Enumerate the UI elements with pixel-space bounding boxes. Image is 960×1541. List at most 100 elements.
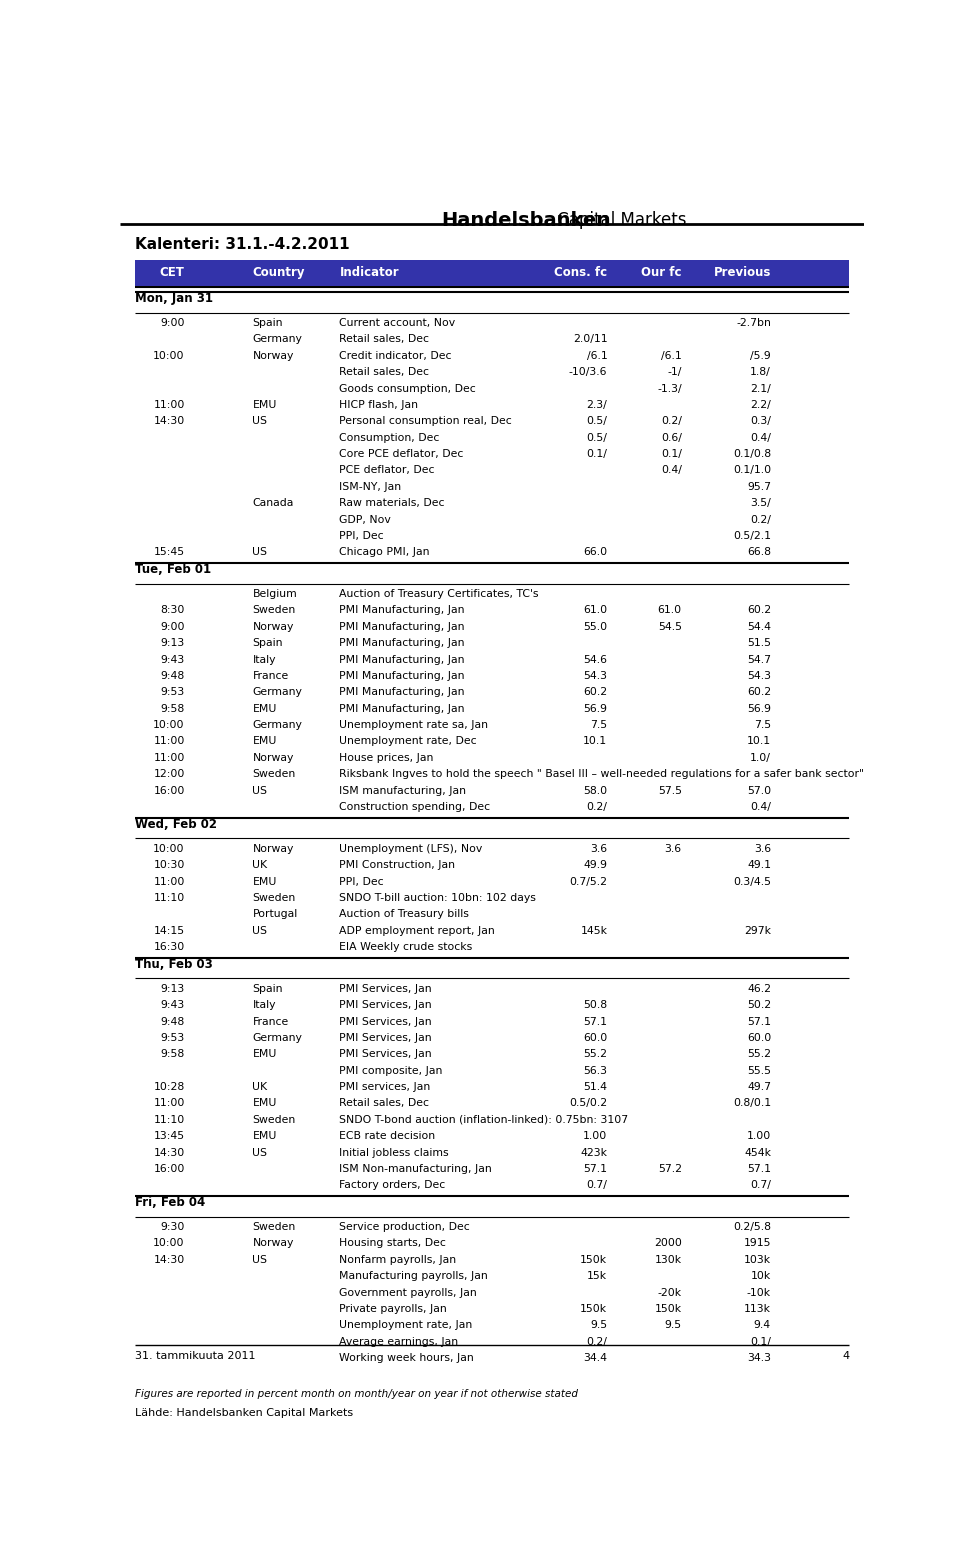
- Text: Norway: Norway: [252, 623, 294, 632]
- Text: Norway: Norway: [252, 1239, 294, 1248]
- Text: 0.1/: 0.1/: [587, 448, 608, 459]
- Text: Chicago PMI, Jan: Chicago PMI, Jan: [340, 547, 430, 558]
- Text: Core PCE deflator, Dec: Core PCE deflator, Dec: [340, 448, 464, 459]
- Text: Nonfarm payrolls, Jan: Nonfarm payrolls, Jan: [340, 1254, 457, 1265]
- Text: 10:30: 10:30: [154, 860, 184, 871]
- Text: 55.2: 55.2: [584, 1049, 608, 1059]
- Text: 2.3/: 2.3/: [587, 401, 608, 410]
- Text: Credit indicator, Dec: Credit indicator, Dec: [340, 351, 452, 361]
- Text: 56.9: 56.9: [584, 704, 608, 713]
- Text: 14:30: 14:30: [154, 1148, 184, 1157]
- Text: 9:13: 9:13: [160, 983, 184, 994]
- Text: 0.1/: 0.1/: [750, 1336, 771, 1347]
- Text: 54.5: 54.5: [658, 623, 682, 632]
- Text: 0.5/0.2: 0.5/0.2: [569, 1099, 608, 1108]
- Text: 9:00: 9:00: [160, 623, 184, 632]
- Text: Germany: Germany: [252, 1032, 302, 1043]
- Text: Italy: Italy: [252, 655, 276, 664]
- Text: Sweden: Sweden: [252, 892, 296, 903]
- Text: 54.6: 54.6: [584, 655, 608, 664]
- Text: 0.6/: 0.6/: [660, 433, 682, 442]
- Text: /5.9: /5.9: [751, 351, 771, 361]
- Text: Italy: Italy: [252, 1000, 276, 1011]
- Text: Factory orders, Dec: Factory orders, Dec: [340, 1180, 445, 1190]
- Text: 34.3: 34.3: [747, 1353, 771, 1362]
- Text: Indicator: Indicator: [340, 267, 399, 279]
- Text: 56.9: 56.9: [747, 704, 771, 713]
- Text: HICP flash, Jan: HICP flash, Jan: [340, 401, 419, 410]
- Text: Personal consumption real, Dec: Personal consumption real, Dec: [340, 416, 513, 427]
- Text: Our fc: Our fc: [641, 267, 682, 279]
- Text: 2000: 2000: [654, 1239, 682, 1248]
- Text: EMU: EMU: [252, 1131, 276, 1142]
- Text: 66.8: 66.8: [747, 547, 771, 558]
- Text: 9:48: 9:48: [160, 1017, 184, 1026]
- Text: 11:00: 11:00: [154, 754, 184, 763]
- Text: 16:00: 16:00: [154, 786, 184, 795]
- Text: 9:30: 9:30: [160, 1222, 184, 1231]
- Text: 10:00: 10:00: [154, 720, 184, 730]
- Text: 55.5: 55.5: [747, 1066, 771, 1076]
- Text: 57.1: 57.1: [747, 1163, 771, 1174]
- Text: Canada: Canada: [252, 498, 294, 509]
- Text: 9.5: 9.5: [590, 1321, 608, 1330]
- Text: 49.7: 49.7: [747, 1082, 771, 1093]
- Text: UK: UK: [252, 860, 268, 871]
- Text: 55.2: 55.2: [747, 1049, 771, 1059]
- Text: 0.1/1.0: 0.1/1.0: [732, 465, 771, 476]
- Text: Unemployment rate, Jan: Unemployment rate, Jan: [340, 1321, 472, 1330]
- Text: PMI services, Jan: PMI services, Jan: [340, 1082, 431, 1093]
- Text: 3.5/: 3.5/: [751, 498, 771, 509]
- Text: Germany: Germany: [252, 334, 302, 345]
- Text: 150k: 150k: [580, 1304, 608, 1314]
- Text: PMI Services, Jan: PMI Services, Jan: [340, 1032, 432, 1043]
- Text: 9.5: 9.5: [664, 1321, 682, 1330]
- Text: 0.3/: 0.3/: [750, 416, 771, 427]
- Text: 130k: 130k: [655, 1254, 682, 1265]
- Text: France: France: [252, 670, 289, 681]
- Text: PMI Manufacturing, Jan: PMI Manufacturing, Jan: [340, 655, 465, 664]
- Text: 423k: 423k: [580, 1148, 608, 1157]
- Text: 13:45: 13:45: [154, 1131, 184, 1142]
- Text: Norway: Norway: [252, 844, 294, 854]
- Text: 0.4/: 0.4/: [750, 801, 771, 812]
- Text: 54.7: 54.7: [747, 655, 771, 664]
- Text: Unemployment (LFS), Nov: Unemployment (LFS), Nov: [340, 844, 483, 854]
- Text: Retail sales, Dec: Retail sales, Dec: [340, 334, 429, 345]
- Text: 15k: 15k: [588, 1271, 608, 1281]
- Text: US: US: [252, 547, 268, 558]
- Text: House prices, Jan: House prices, Jan: [340, 754, 434, 763]
- Text: PMI Construction, Jan: PMI Construction, Jan: [340, 860, 455, 871]
- Text: Portugal: Portugal: [252, 909, 298, 920]
- Text: 3.6: 3.6: [590, 844, 608, 854]
- Text: 9:53: 9:53: [160, 1032, 184, 1043]
- Text: ISM manufacturing, Jan: ISM manufacturing, Jan: [340, 786, 467, 795]
- Text: Auction of Treasury bills: Auction of Treasury bills: [340, 909, 469, 920]
- Text: 9:00: 9:00: [160, 317, 184, 328]
- Text: SNDO T-bond auction (inflation-linked): 0.75bn: 3107: SNDO T-bond auction (inflation-linked): …: [340, 1114, 629, 1125]
- Text: PCE deflator, Dec: PCE deflator, Dec: [340, 465, 435, 476]
- Text: Figures are reported in percent month on month/year on year if not otherwise sta: Figures are reported in percent month on…: [134, 1390, 578, 1399]
- Text: 0.5/: 0.5/: [587, 416, 608, 427]
- Text: Auction of Treasury Certificates, TC's: Auction of Treasury Certificates, TC's: [340, 589, 539, 599]
- Text: PMI Services, Jan: PMI Services, Jan: [340, 983, 432, 994]
- Text: 54.3: 54.3: [747, 670, 771, 681]
- Text: EMU: EMU: [252, 704, 276, 713]
- Text: Thu, Feb 03: Thu, Feb 03: [134, 959, 212, 971]
- Text: 50.8: 50.8: [583, 1000, 608, 1011]
- Text: EIA Weekly crude stocks: EIA Weekly crude stocks: [340, 942, 472, 952]
- Text: 0.2/: 0.2/: [587, 1336, 608, 1347]
- Text: 0.1/: 0.1/: [660, 448, 682, 459]
- Text: 60.0: 60.0: [747, 1032, 771, 1043]
- Text: EMU: EMU: [252, 1099, 276, 1108]
- Text: Goods consumption, Dec: Goods consumption, Dec: [340, 384, 476, 393]
- Text: PMI Manufacturing, Jan: PMI Manufacturing, Jan: [340, 704, 465, 713]
- Text: 11:00: 11:00: [154, 1099, 184, 1108]
- Text: Previous: Previous: [713, 267, 771, 279]
- Text: 9:48: 9:48: [160, 670, 184, 681]
- Text: 1.0/: 1.0/: [750, 754, 771, 763]
- Text: US: US: [252, 1148, 268, 1157]
- Text: 16:30: 16:30: [154, 942, 184, 952]
- Text: 51.4: 51.4: [584, 1082, 608, 1093]
- Text: 56.3: 56.3: [584, 1066, 608, 1076]
